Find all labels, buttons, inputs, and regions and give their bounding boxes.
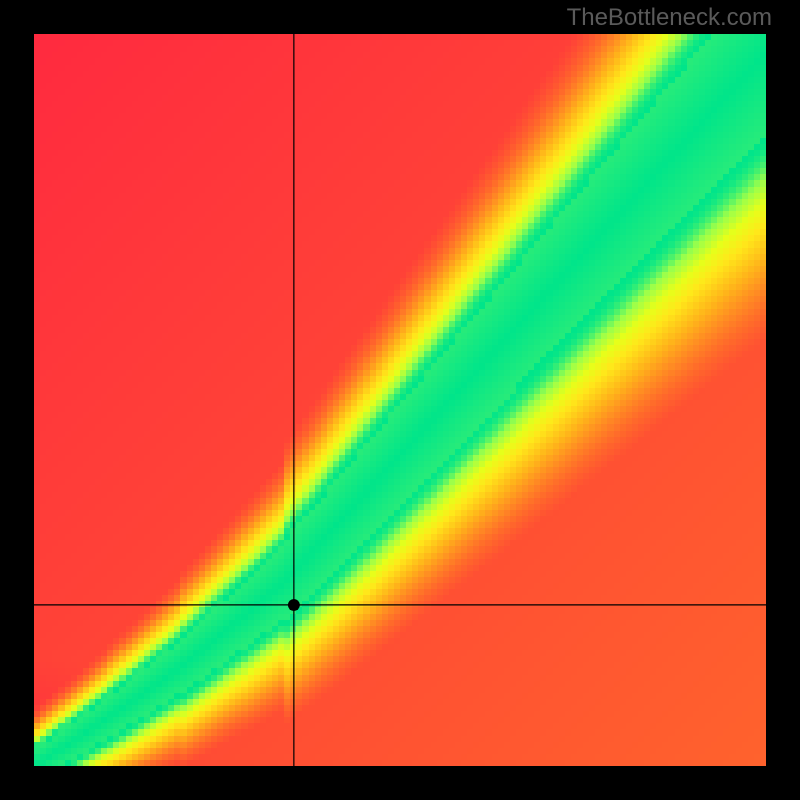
- heatmap-plot: [34, 34, 766, 766]
- watermark-text: TheBottleneck.com: [567, 4, 772, 32]
